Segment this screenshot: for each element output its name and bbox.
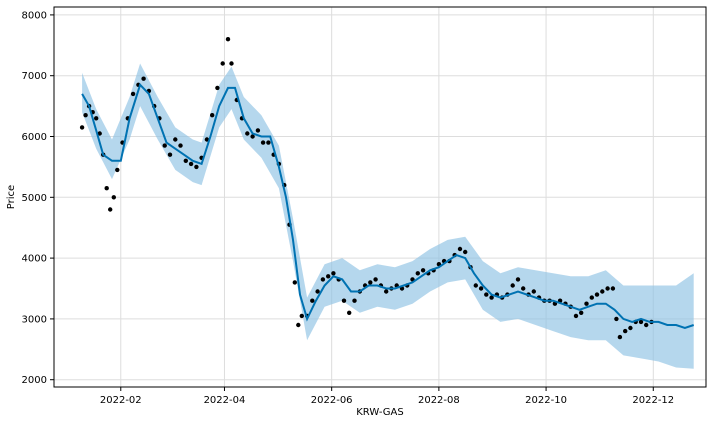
observed-point bbox=[141, 76, 146, 81]
observed-point bbox=[229, 61, 234, 66]
y-tick-label: 8000 bbox=[22, 10, 47, 21]
observed-point bbox=[484, 292, 489, 297]
observed-point bbox=[115, 167, 120, 173]
observed-point bbox=[347, 310, 352, 315]
observed-point bbox=[331, 271, 336, 276]
observed-point bbox=[315, 289, 320, 294]
observed-point bbox=[225, 37, 231, 42]
observed-point bbox=[628, 325, 633, 331]
observed-point bbox=[204, 137, 210, 142]
uncertainty-band bbox=[82, 63, 694, 369]
x-tick-label: 2022-04 bbox=[204, 395, 246, 406]
observed-point bbox=[111, 195, 117, 200]
observed-point bbox=[584, 301, 589, 306]
x-axis-label: KRW-GAS bbox=[356, 407, 404, 418]
observed-point bbox=[104, 186, 109, 191]
observed-point bbox=[79, 125, 85, 130]
observed-point bbox=[368, 280, 373, 285]
y-tick-label: 4000 bbox=[22, 254, 47, 265]
y-tick-label: 5000 bbox=[22, 193, 47, 204]
y-tick-label: 2000 bbox=[22, 375, 47, 386]
x-tick-label: 2022-08 bbox=[418, 395, 460, 406]
observed-point bbox=[617, 334, 623, 340]
forecast-line bbox=[81, 82, 695, 330]
forecast-line-layer bbox=[81, 82, 695, 330]
y-tick-label: 6000 bbox=[22, 132, 47, 143]
observed-point bbox=[623, 328, 628, 334]
observed-point bbox=[463, 249, 468, 255]
observed-point bbox=[210, 113, 215, 118]
observed-point bbox=[579, 310, 584, 315]
observed-point bbox=[384, 289, 389, 294]
observed-point bbox=[473, 283, 478, 288]
observed-point bbox=[296, 322, 301, 328]
observed-point bbox=[589, 295, 594, 300]
observed-point bbox=[183, 158, 188, 163]
x-tick-label: 2022-12 bbox=[632, 395, 674, 406]
observed-point bbox=[614, 316, 619, 322]
observed-point bbox=[515, 277, 521, 282]
observed-point bbox=[260, 140, 266, 145]
observed-point bbox=[638, 319, 644, 325]
observed-point bbox=[220, 61, 225, 66]
observed-point bbox=[478, 286, 484, 291]
observed-point bbox=[420, 268, 426, 273]
observed-point bbox=[521, 286, 526, 291]
y-axis-label: Price bbox=[6, 185, 17, 209]
observed-point bbox=[108, 207, 113, 212]
observed-point bbox=[510, 283, 515, 288]
observed-point bbox=[250, 134, 255, 139]
observed-point bbox=[178, 143, 183, 148]
observed-point bbox=[531, 289, 536, 294]
observed-point bbox=[173, 137, 178, 142]
observed-point bbox=[489, 295, 494, 300]
observed-point bbox=[266, 140, 271, 145]
observed-point bbox=[373, 277, 378, 282]
observed-point bbox=[188, 161, 194, 167]
observed-point bbox=[341, 298, 347, 303]
y-tick-label: 3000 bbox=[22, 314, 47, 325]
observed-point bbox=[310, 298, 315, 303]
observed-point bbox=[600, 289, 605, 294]
x-axis: 2022-02 2022-04 2022-06 2022-08 2022-10 2022-… bbox=[100, 387, 674, 406]
observed-point bbox=[320, 277, 326, 282]
observed-point bbox=[573, 313, 579, 319]
uncertainty-band-layer bbox=[82, 63, 694, 369]
observed-point bbox=[352, 298, 357, 303]
observed-point bbox=[594, 292, 600, 297]
observed-point bbox=[299, 313, 304, 319]
observed-point bbox=[610, 286, 616, 291]
observed-point bbox=[644, 322, 649, 328]
observed-point bbox=[97, 131, 102, 136]
x-tick-label: 2022-10 bbox=[525, 395, 567, 406]
observed-point bbox=[245, 131, 250, 136]
x-tick-label: 2022-02 bbox=[100, 395, 142, 406]
observed-point bbox=[292, 280, 297, 285]
observed-point bbox=[130, 91, 136, 97]
observed-point bbox=[605, 286, 610, 291]
y-tick-label: 7000 bbox=[22, 71, 47, 82]
observed-point bbox=[326, 274, 331, 279]
observed-point bbox=[194, 164, 199, 170]
observed-point bbox=[162, 143, 167, 148]
observed-point bbox=[415, 271, 420, 276]
y-axis: 2000 3000 4000 5000 6000 7000 8000 bbox=[22, 10, 54, 386]
x-tick-label: 2022-06 bbox=[311, 395, 353, 406]
observed-point bbox=[457, 246, 463, 252]
observed-point bbox=[167, 152, 173, 157]
observed-point bbox=[83, 113, 88, 118]
observed-point bbox=[94, 116, 99, 121]
observed-point bbox=[215, 85, 220, 91]
observed-point bbox=[255, 128, 261, 133]
